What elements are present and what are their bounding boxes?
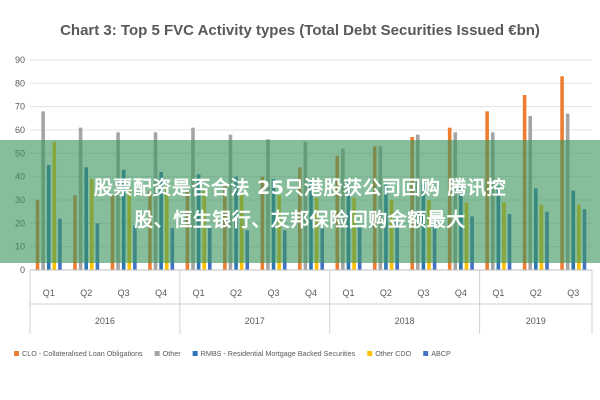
x-tick-label: Q1 [193, 288, 205, 298]
x-tick-label: Q3 [118, 288, 130, 298]
watermark-line-1: 股票配资是否合法 25只港股获公司回购 腾讯控 [93, 177, 507, 199]
y-tick-label: 80 [15, 78, 25, 88]
legend-swatch [154, 351, 160, 356]
x-tick-label: Q3 [268, 288, 280, 298]
y-tick-label: 70 [15, 102, 25, 112]
x-tick-label: Q2 [380, 288, 392, 298]
x-tick-label: Q2 [530, 288, 542, 298]
chart-title: Chart 3: Top 5 FVC Activity types (Total… [60, 22, 540, 39]
legend-label: CLO - Collateralised Loan Obligations [22, 349, 143, 358]
legend-label: Other CDO [375, 349, 411, 358]
legend-swatch [423, 351, 429, 356]
legend-swatch [367, 351, 373, 356]
x-tick-label: Q4 [305, 288, 317, 298]
x-tick-label: Q2 [80, 288, 92, 298]
x-tick-label: Q1 [43, 288, 55, 298]
legend-swatch [14, 351, 19, 356]
x-tick-label: Q3 [567, 288, 579, 298]
x-tick-label: Q2 [230, 288, 242, 298]
watermark-banner [0, 140, 600, 263]
x-tick-label: Q4 [155, 288, 167, 298]
year-label: 2017 [245, 316, 265, 326]
year-label: 2018 [395, 316, 415, 326]
year-label: 2016 [95, 316, 115, 326]
x-tick-label: Q1 [342, 288, 354, 298]
legend-swatch [192, 351, 198, 356]
legend-label: Other [163, 349, 182, 358]
x-tick-label: Q3 [417, 288, 429, 298]
watermark-text: 股票配资是否合法 25只港股获公司回购 腾讯控 股、恒生银行、友邦保险回购金额最… [24, 172, 576, 236]
y-tick-label: 0 [20, 265, 25, 275]
year-label: 2019 [526, 316, 546, 326]
y-tick-label: 90 [15, 55, 25, 65]
x-tick-label: Q4 [455, 288, 467, 298]
y-tick-label: 60 [15, 125, 25, 135]
legend-label: ABCP [431, 349, 451, 358]
watermark-line-2: 股、恒生银行、友邦保险回购金额最大 [134, 209, 466, 231]
x-tick-label: Q1 [492, 288, 504, 298]
legend-label: RMBS - Residential Mortgage Backed Secur… [201, 349, 356, 358]
